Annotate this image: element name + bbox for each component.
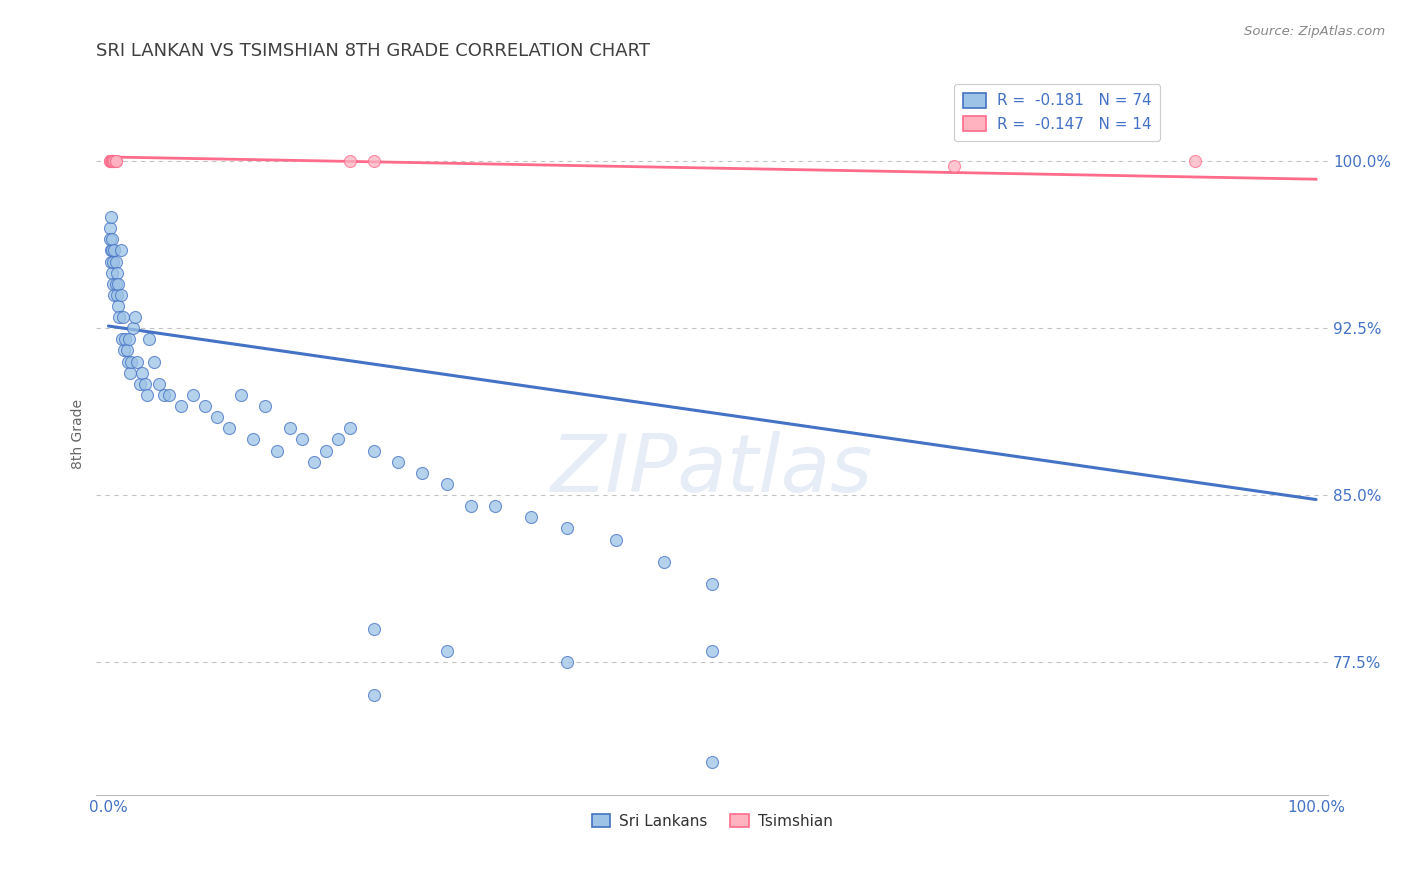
- Y-axis label: 8th Grade: 8th Grade: [72, 399, 86, 469]
- Point: [302, 455, 325, 469]
- Point: [114, 332, 136, 346]
- Point: [100, 244, 122, 258]
- Point: [942, 159, 965, 173]
- Point: [103, 288, 125, 302]
- Point: [104, 277, 127, 291]
- Point: [702, 644, 724, 658]
- Point: [242, 433, 264, 447]
- Legend: Sri Lankans, Tsimshian: Sri Lankans, Tsimshian: [585, 807, 839, 835]
- Point: [127, 354, 149, 368]
- Point: [231, 388, 253, 402]
- Point: [101, 154, 124, 169]
- Point: [153, 388, 176, 402]
- Point: [266, 443, 288, 458]
- Point: [98, 154, 121, 169]
- Point: [104, 154, 127, 169]
- Point: [363, 688, 385, 702]
- Point: [339, 154, 361, 169]
- Point: [103, 154, 125, 169]
- Point: [157, 388, 180, 402]
- Point: [436, 477, 458, 491]
- Point: [326, 433, 349, 447]
- Point: [98, 232, 121, 246]
- Point: [315, 443, 337, 458]
- Point: [120, 354, 142, 368]
- Point: [100, 154, 122, 169]
- Point: [134, 376, 156, 391]
- Point: [104, 254, 127, 268]
- Point: [108, 310, 131, 325]
- Point: [387, 455, 409, 469]
- Point: [436, 644, 458, 658]
- Point: [131, 366, 153, 380]
- Point: [110, 244, 132, 258]
- Point: [107, 299, 129, 313]
- Point: [103, 154, 125, 169]
- Point: [363, 443, 385, 458]
- Point: [100, 254, 122, 268]
- Point: [291, 433, 314, 447]
- Point: [484, 499, 506, 513]
- Point: [103, 154, 125, 169]
- Text: ZIPatlas: ZIPatlas: [551, 431, 873, 509]
- Point: [652, 555, 675, 569]
- Point: [98, 154, 121, 169]
- Point: [148, 376, 170, 391]
- Point: [136, 388, 159, 402]
- Point: [138, 332, 160, 346]
- Point: [111, 310, 134, 325]
- Point: [218, 421, 240, 435]
- Point: [605, 533, 627, 547]
- Point: [110, 288, 132, 302]
- Point: [118, 332, 141, 346]
- Point: [101, 154, 124, 169]
- Point: [105, 266, 128, 280]
- Point: [460, 499, 482, 513]
- Point: [103, 254, 125, 268]
- Point: [278, 421, 301, 435]
- Point: [143, 354, 166, 368]
- Point: [363, 622, 385, 636]
- Point: [702, 577, 724, 591]
- Point: [557, 521, 579, 535]
- Point: [194, 399, 217, 413]
- Point: [104, 154, 127, 169]
- Point: [100, 210, 122, 224]
- Point: [101, 232, 124, 246]
- Point: [170, 399, 193, 413]
- Point: [105, 288, 128, 302]
- Point: [128, 376, 150, 391]
- Point: [111, 332, 134, 346]
- Point: [411, 466, 433, 480]
- Point: [205, 410, 228, 425]
- Point: [120, 366, 142, 380]
- Point: [702, 755, 724, 769]
- Point: [181, 388, 204, 402]
- Point: [117, 354, 139, 368]
- Point: [101, 266, 124, 280]
- Point: [107, 277, 129, 291]
- Text: Source: ZipAtlas.com: Source: ZipAtlas.com: [1244, 25, 1385, 38]
- Point: [363, 154, 385, 169]
- Point: [1184, 154, 1206, 169]
- Text: SRI LANKAN VS TSIMSHIAN 8TH GRADE CORRELATION CHART: SRI LANKAN VS TSIMSHIAN 8TH GRADE CORREL…: [97, 42, 651, 60]
- Point: [121, 321, 143, 335]
- Point: [124, 310, 146, 325]
- Point: [115, 343, 138, 358]
- Point: [339, 421, 361, 435]
- Point: [557, 655, 579, 669]
- Point: [254, 399, 277, 413]
- Point: [101, 244, 124, 258]
- Point: [103, 244, 125, 258]
- Point: [112, 343, 135, 358]
- Point: [103, 277, 125, 291]
- Point: [98, 221, 121, 235]
- Point: [520, 510, 543, 524]
